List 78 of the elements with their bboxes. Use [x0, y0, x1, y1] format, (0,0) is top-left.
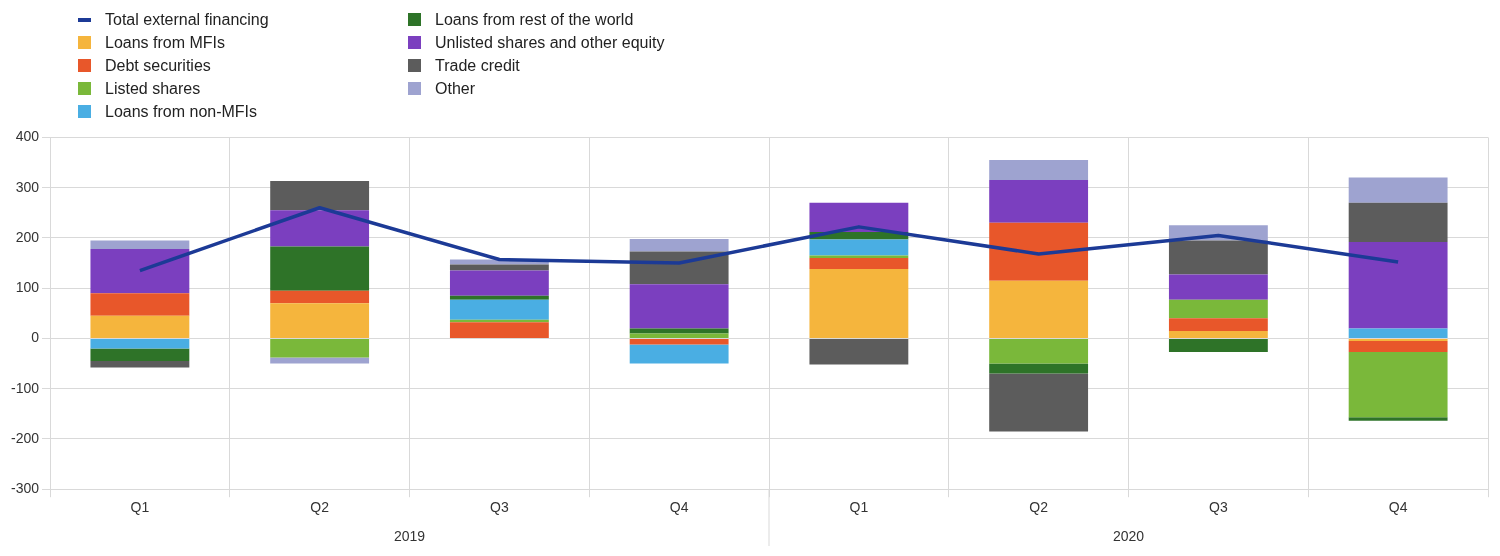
bar: [809, 269, 909, 338]
bar: [449, 270, 549, 296]
legend-label: Other: [435, 79, 476, 98]
bar: [809, 202, 909, 232]
bar: [989, 280, 1089, 338]
bar: [1168, 330, 1268, 338]
bar: [449, 295, 549, 300]
bar: [90, 348, 190, 362]
bar: [449, 322, 549, 338]
bar: [90, 248, 190, 294]
bar: [449, 264, 549, 271]
legend-label: Total external financing: [105, 10, 269, 29]
y-tick-label: 200: [15, 228, 40, 245]
x-tick-label: Q3: [1209, 499, 1228, 516]
x-tick-label: Q1: [849, 499, 869, 516]
bar: [629, 333, 729, 338]
bar: [1168, 338, 1268, 352]
bar: [1168, 318, 1268, 331]
y-tick-label: 400: [15, 128, 40, 145]
bar: [1348, 352, 1448, 418]
bar: [1348, 241, 1448, 329]
x-tick-label: Q2: [310, 499, 330, 516]
legend-label: Loans from MFIs: [105, 33, 226, 52]
y-tick-label: -300: [10, 480, 40, 497]
bar: [1348, 340, 1448, 352]
bar: [270, 210, 370, 247]
bar: [1348, 202, 1448, 242]
bar: [270, 338, 370, 358]
bar: [270, 290, 370, 304]
x-tick-label: Q4: [1388, 499, 1408, 516]
y-tick-label: 0: [31, 329, 40, 346]
bar: [629, 238, 729, 252]
bar: [1348, 338, 1448, 341]
bar: [1348, 417, 1448, 421]
bar: [809, 338, 909, 365]
legend-label: Debt securities: [105, 56, 211, 75]
bar: [90, 338, 190, 349]
bar: [1348, 328, 1448, 338]
text: 2020: [1112, 527, 1145, 544]
bar: [449, 299, 549, 320]
bar: [629, 338, 729, 345]
legend-label: Loans from rest of the world: [435, 10, 634, 29]
y-tick-label: -200: [10, 429, 40, 446]
bar: [989, 180, 1089, 223]
x-tick-label: Q1: [130, 499, 150, 516]
bar: [270, 181, 370, 211]
y-tick-label: 300: [15, 178, 40, 195]
bar: [270, 246, 370, 291]
bar: [629, 328, 729, 334]
text: 2019: [393, 527, 426, 544]
bar: [809, 239, 909, 256]
legend-label: Trade credit: [435, 56, 520, 75]
legend-label: Loans from non-MFIs: [105, 102, 258, 121]
bar: [270, 357, 370, 364]
bar: [1168, 274, 1268, 300]
x-tick-label: Q2: [1029, 499, 1049, 516]
bar: [90, 240, 190, 249]
bar: [1348, 177, 1448, 203]
y-tick-label: -100: [10, 379, 40, 396]
legend-label: Unlisted shares and other equity: [435, 33, 665, 52]
bar: [989, 363, 1089, 374]
bar: [809, 258, 909, 270]
bar: [989, 338, 1089, 364]
bar: [90, 315, 190, 338]
bar: [989, 222, 1089, 281]
bar: [989, 373, 1089, 432]
bar: [270, 303, 370, 338]
bar: [90, 361, 190, 368]
x-tick-label: Q3: [490, 499, 509, 516]
bar: [1168, 299, 1268, 319]
bar: [989, 160, 1089, 181]
bar: [629, 344, 729, 364]
bar: [629, 284, 729, 329]
y-tick-label: 100: [15, 279, 40, 296]
bar: [1168, 240, 1268, 275]
bar: [90, 293, 190, 316]
x-tick-label: Q4: [669, 499, 689, 516]
legend-label: Listed shares: [105, 79, 201, 98]
